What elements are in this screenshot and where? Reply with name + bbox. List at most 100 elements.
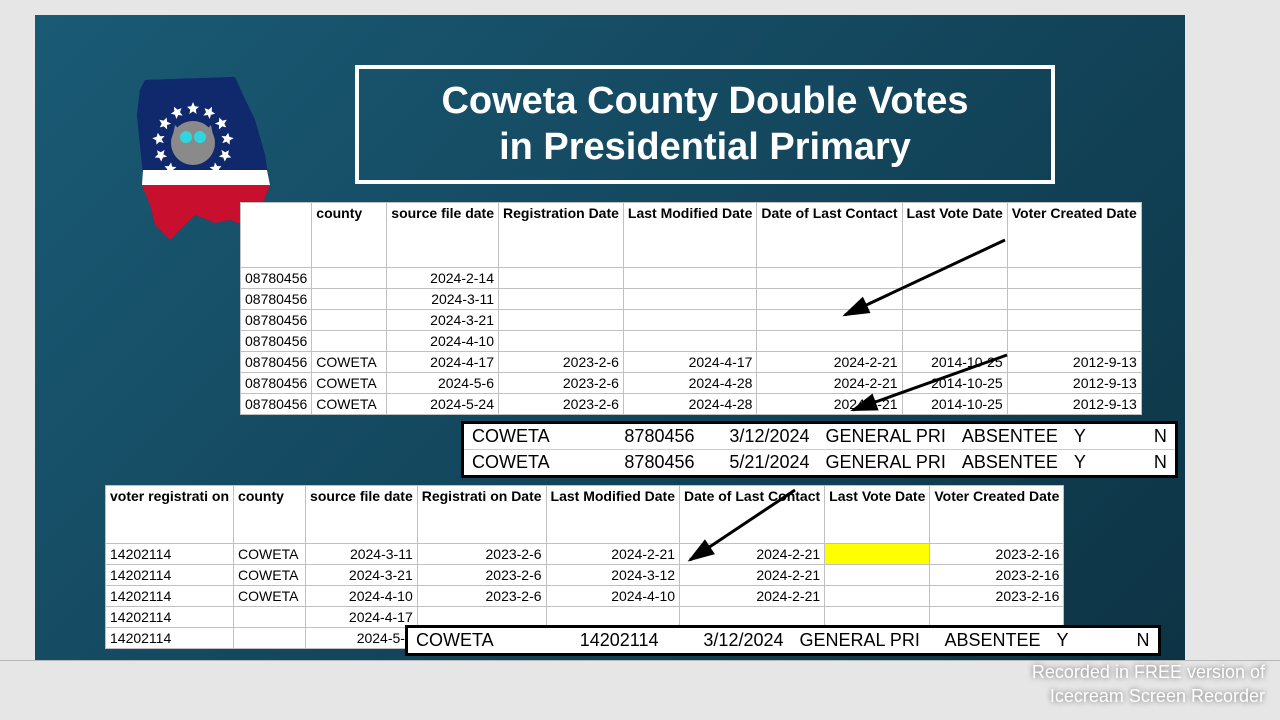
cell: 2014-10-25: [902, 352, 1007, 373]
cell: 2024-4-17: [623, 352, 756, 373]
cell: [499, 331, 624, 352]
cell: 14202114: [106, 628, 234, 649]
watermark-line2: Icecream Screen Recorder: [1032, 685, 1265, 708]
cell: 2024-3-11: [306, 544, 418, 565]
vote-record-table-1: COWETA87804563/12/2024GENERAL PRIABSENTE…: [461, 421, 1178, 478]
cell: 2024-4-17: [306, 607, 418, 628]
title-line2: in Presidential Primary: [499, 126, 911, 168]
cell: 08780456: [241, 394, 312, 415]
cell: 2023-2-16: [930, 586, 1064, 607]
cell: 14202114: [106, 586, 234, 607]
cell: Y: [1049, 627, 1079, 655]
cell: 2014-10-25: [902, 373, 1007, 394]
cell: 5/21/2024: [703, 450, 818, 477]
cell: [499, 310, 624, 331]
cell: 3/12/2024: [667, 627, 792, 655]
col-header: Voter Created Date: [930, 486, 1064, 544]
cell: [757, 310, 902, 331]
cell: 2024-4-17: [387, 352, 499, 373]
cell: [623, 310, 756, 331]
col-header: Date of Last Contact: [680, 486, 825, 544]
cell: 2012-9-13: [1007, 394, 1141, 415]
cell: 14202114: [106, 565, 234, 586]
page-title: Coweta County Double Votes in Presidenti…: [379, 79, 1031, 170]
cell: [825, 565, 930, 586]
cell: [757, 268, 902, 289]
cell: 2024-2-21: [680, 565, 825, 586]
cell: 2024-5-24: [387, 394, 499, 415]
col-header: Registrati on Date: [417, 486, 546, 544]
table-row: 14202114COWETA2024-3-212023-2-62024-3-12…: [106, 565, 1064, 586]
col-header: Last Modified Date: [623, 203, 756, 268]
cell: COWETA: [463, 450, 563, 477]
cell: COWETA: [312, 394, 387, 415]
cell: [234, 628, 306, 649]
cell: 8780456: [563, 450, 703, 477]
table-row: COWETA87804563/12/2024GENERAL PRIABSENTE…: [463, 423, 1177, 450]
slide-background: Coweta County Double Votes in Presidenti…: [35, 15, 1185, 660]
cell: [902, 289, 1007, 310]
cell: [902, 331, 1007, 352]
cell: [623, 268, 756, 289]
cell: 2024-3-12: [546, 565, 679, 586]
cell: [902, 310, 1007, 331]
cell: [1096, 450, 1146, 477]
cell: 2023-2-16: [930, 565, 1064, 586]
table-row: 08780456COWETA2024-5-62023-2-62024-4-282…: [241, 373, 1142, 394]
cell: N: [1146, 450, 1177, 477]
cell: ABSENTEE: [954, 423, 1066, 450]
cell: [623, 289, 756, 310]
col-header: county: [234, 486, 306, 544]
cell: [757, 289, 902, 310]
cell: 2024-2-21: [680, 544, 825, 565]
cell: [312, 331, 387, 352]
cell: 2024-2-21: [757, 352, 902, 373]
cell: [312, 289, 387, 310]
cell: [757, 331, 902, 352]
cell: 2024-4-10: [387, 331, 499, 352]
col-header: county: [312, 203, 387, 268]
watermark-line1: Recorded in FREE version of: [1032, 661, 1265, 684]
col-header: [241, 203, 312, 268]
cell: [825, 544, 930, 565]
cell: 2023-2-6: [499, 394, 624, 415]
cell: [312, 310, 387, 331]
cell: 2014-10-25: [902, 394, 1007, 415]
cell: N: [1146, 423, 1177, 450]
table-row: 087804562024-2-14: [241, 268, 1142, 289]
table-row: 087804562024-3-11: [241, 289, 1142, 310]
table-row: COWETA87804565/21/2024GENERAL PRIABSENTE…: [463, 450, 1177, 477]
col-header: Last Modified Date: [546, 486, 679, 544]
cell: 2024-2-14: [387, 268, 499, 289]
table-row: 08780456COWETA2024-4-172023-2-62024-4-17…: [241, 352, 1142, 373]
col-header: Voter Created Date: [1007, 203, 1141, 268]
cell: 14202114: [106, 607, 234, 628]
cell: 2023-2-16: [930, 544, 1064, 565]
title-box: Coweta County Double Votes in Presidenti…: [355, 65, 1055, 184]
cell: COWETA: [234, 586, 306, 607]
cell: COWETA: [312, 373, 387, 394]
cell: [1007, 289, 1141, 310]
cell: COWETA: [463, 423, 563, 450]
cell: [499, 268, 624, 289]
cell: 2024-2-21: [757, 394, 902, 415]
table-row: COWETA142021143/12/2024GENERAL PRIABSENT…: [407, 627, 1160, 655]
cell: 2024-2-21: [546, 544, 679, 565]
cell: 2024-4-28: [623, 373, 756, 394]
cell: 2024-3-21: [306, 565, 418, 586]
cell: COWETA: [312, 352, 387, 373]
cell: [499, 289, 624, 310]
cell: [312, 268, 387, 289]
cell: 2024-4-28: [623, 394, 756, 415]
cell: 2012-9-13: [1007, 352, 1141, 373]
cell: 2024-4-10: [306, 586, 418, 607]
cell: Y: [1066, 423, 1096, 450]
col-header: source file date: [387, 203, 499, 268]
cell: 2023-2-6: [417, 586, 546, 607]
table-row: 14202114COWETA2024-4-102023-2-62024-4-10…: [106, 586, 1064, 607]
cell: [623, 331, 756, 352]
col-header: voter registrati on: [106, 486, 234, 544]
cell: 08780456: [241, 289, 312, 310]
cell: 08780456: [241, 310, 312, 331]
cell: 2023-2-6: [499, 373, 624, 394]
